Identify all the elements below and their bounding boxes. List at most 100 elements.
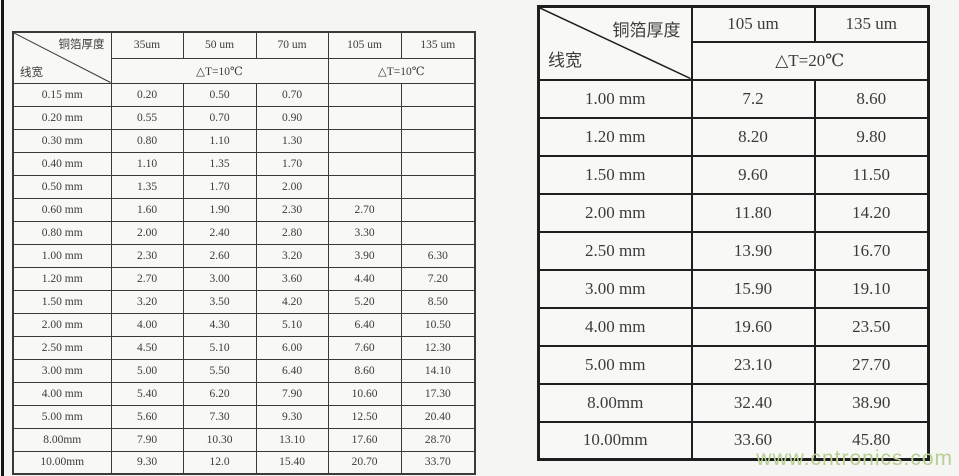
- value-cell: 13.10: [255, 427, 329, 452]
- value-cell: 10.30: [182, 427, 257, 452]
- value-cell: 5.50: [182, 358, 257, 383]
- value-cell: 2.40: [182, 220, 257, 245]
- table-row: 10.00mm 9.30 12.0 15.40 20.70 33.70: [12, 450, 476, 475]
- value-cell: 7.90: [110, 427, 184, 452]
- row-label-line-width: 10.00mm: [12, 450, 112, 475]
- value-cell: 6.00: [255, 335, 329, 360]
- row-label-line-width: 1.50 mm: [12, 289, 112, 314]
- value-cell: 0.70: [182, 105, 257, 130]
- value-cell: 27.70: [813, 344, 930, 385]
- header-row-thickness: 铜箔厚度 线宽 105 um 135 um: [537, 5, 930, 81]
- value-cell: 38.90: [813, 382, 930, 423]
- value-cell: 7.20: [400, 266, 476, 291]
- left-edge-artifact: [1, 0, 4, 476]
- row-label-line-width: 1.20 mm: [12, 266, 112, 291]
- value-cell: 3.90: [327, 243, 402, 268]
- corner-cell: 铜箔厚度 线宽: [12, 31, 112, 84]
- value-cell: 7.30: [182, 404, 257, 429]
- value-cell: 4.50: [110, 335, 184, 360]
- value-cell: 8.60: [327, 358, 402, 383]
- table-row: 3.00 mm 5.00 5.50 6.40 8.60 14.10: [12, 358, 476, 383]
- value-cell: [327, 105, 402, 130]
- table-row: 5.00 mm 5.60 7.30 9.30 12.50 20.40: [12, 404, 476, 429]
- corner-cell: 铜箔厚度 线宽: [537, 5, 693, 81]
- value-cell: 13.90: [690, 230, 816, 271]
- value-cell: 17.30: [400, 381, 476, 406]
- value-cell: 9.30: [110, 450, 184, 475]
- value-cell: 0.70: [255, 82, 329, 107]
- row-label-line-width: 0.40 mm: [12, 151, 112, 176]
- value-cell: 1.70: [182, 174, 257, 199]
- table-row: 2.50 mm 13.90 16.70: [537, 230, 930, 271]
- header-row-delta-t: △T=20℃: [539, 40, 930, 81]
- watermark: www.cntronics.com: [756, 447, 953, 470]
- value-cell: 1.35: [182, 151, 257, 176]
- table-row: 1.00 mm 7.2 8.60: [537, 78, 930, 119]
- table-row: 3.00 mm 15.90 19.10: [537, 268, 930, 309]
- value-cell: 5.10: [182, 335, 257, 360]
- value-cell: 5.40: [110, 381, 184, 406]
- table-row: 0.40 mm 1.10 1.35 1.70: [12, 151, 476, 176]
- value-cell: 28.70: [400, 427, 476, 452]
- delta-t-label: △T=20℃: [690, 40, 930, 81]
- table-row: 2.00 mm 11.80 14.20: [537, 192, 930, 233]
- delta-t-label: △T=10℃: [110, 57, 329, 84]
- table-row: 1.50 mm 9.60 11.50: [537, 154, 930, 195]
- value-cell: 8.50: [400, 289, 476, 314]
- value-cell: 15.40: [255, 450, 329, 475]
- value-cell: 33.60: [690, 420, 816, 461]
- value-cell: 0.90: [255, 105, 329, 130]
- value-cell: 8.60: [813, 78, 930, 119]
- value-cell: 5.20: [327, 289, 402, 314]
- value-cell: 6.40: [327, 312, 402, 337]
- value-cell: 0.55: [110, 105, 184, 130]
- row-label-line-width: 1.00 mm: [12, 243, 112, 268]
- table-row: 1.50 mm 3.20 3.50 4.20 5.20 8.50: [12, 289, 476, 314]
- value-cell: 7.2: [690, 78, 816, 119]
- row-label-line-width: 8.00mm: [537, 382, 693, 423]
- table-row: 10.00mm 33.60 45.80: [537, 420, 930, 461]
- delta-t-label: △T=10℃: [327, 57, 476, 84]
- corner-label-linewidth: 线宽: [20, 66, 43, 79]
- value-cell: 0.80: [110, 128, 184, 153]
- column-header: 50 um: [182, 31, 257, 59]
- table-row: 1.20 mm 2.70 3.00 3.60 4.40 7.20: [12, 266, 476, 291]
- value-cell: 3.50: [182, 289, 257, 314]
- column-header: 135 um: [813, 5, 930, 43]
- value-cell: 23.50: [813, 306, 930, 347]
- table-row: 0.15 mm 0.20 0.50 0.70: [12, 82, 476, 107]
- table-row: 8.00mm 7.90 10.30 13.10 17.60 28.70: [12, 427, 476, 452]
- table-row: 0.80 mm 2.00 2.40 2.80 3.30: [12, 220, 476, 245]
- table-row: 1.20 mm 8.20 9.80: [537, 116, 930, 157]
- column-header: 105 um: [327, 31, 402, 59]
- left-current-table: 铜箔厚度 线宽 35um 50 um 70 um 105 um 135 um △…: [12, 31, 476, 475]
- value-cell: [327, 151, 402, 176]
- value-cell: 10.50: [400, 312, 476, 337]
- value-cell: 7.60: [327, 335, 402, 360]
- value-cell: 2.70: [110, 266, 184, 291]
- value-cell: 11.50: [813, 154, 930, 195]
- value-cell: 9.60: [690, 154, 816, 195]
- value-cell: [400, 128, 476, 153]
- corner-label-thickness: 铜箔厚度: [58, 39, 105, 51]
- value-cell: 3.00: [182, 266, 257, 291]
- corner-label-linewidth: 线宽: [548, 50, 582, 70]
- value-cell: 20.40: [400, 404, 476, 429]
- table-row: 2.00 mm 4.00 4.30 5.10 6.40 10.50: [12, 312, 476, 337]
- row-label-line-width: 1.00 mm: [537, 78, 693, 119]
- row-label-line-width: 4.00 mm: [537, 306, 693, 347]
- value-cell: [400, 197, 476, 222]
- value-cell: 0.20: [110, 82, 184, 107]
- value-cell: 6.40: [255, 358, 329, 383]
- row-label-line-width: 5.00 mm: [12, 404, 112, 429]
- table-row: 0.50 mm 1.35 1.70 2.00: [12, 174, 476, 199]
- value-cell: 5.10: [255, 312, 329, 337]
- diagonal-divider-icon: [14, 33, 111, 83]
- value-cell: 7.90: [255, 381, 329, 406]
- value-cell: 12.50: [327, 404, 402, 429]
- row-label-line-width: 4.00 mm: [12, 381, 112, 406]
- value-cell: 2.30: [110, 243, 184, 268]
- value-cell: 4.40: [327, 266, 402, 291]
- value-cell: 19.60: [690, 306, 816, 347]
